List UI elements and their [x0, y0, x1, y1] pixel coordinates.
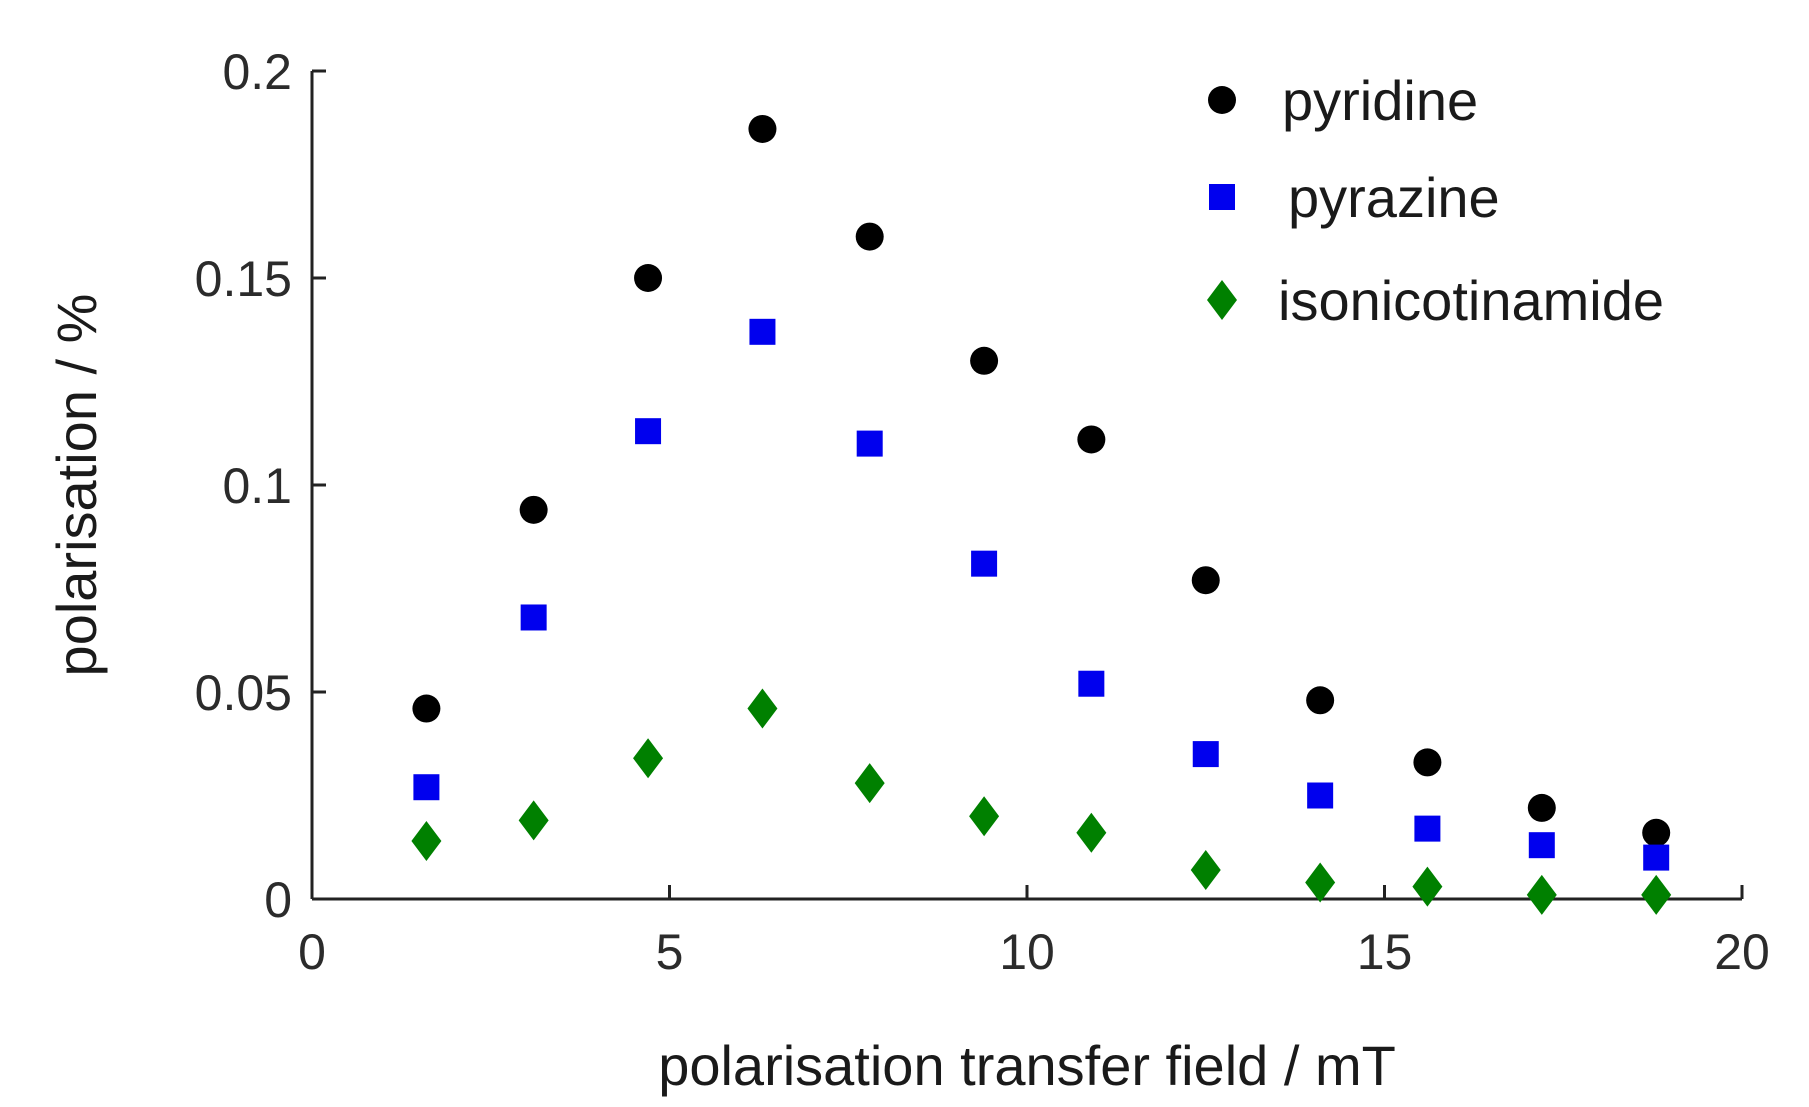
- series-pyrazine: [413, 318, 1670, 871]
- series-isonicotinamide: [411, 688, 1672, 915]
- isonicotinamide-point: [747, 688, 778, 729]
- legend-label-pyridine: pyridine: [1282, 69, 1478, 132]
- isonicotinamide-point: [1190, 850, 1221, 891]
- y-ticks: 0 0.05 0.1 0.15 0.2: [195, 44, 326, 928]
- legend: pyridine pyrazine isonicotinamide: [1207, 69, 1664, 332]
- pyrazine-point: [413, 774, 440, 801]
- series-layer: [411, 114, 1672, 915]
- axes: [310, 71, 1742, 901]
- isonicotinamide-point: [969, 796, 1000, 837]
- pyridine-point: [748, 114, 777, 143]
- pyridine-point: [1413, 748, 1442, 777]
- series-pyridine: [412, 114, 1671, 847]
- pyridine-point: [412, 694, 441, 723]
- x-axis-label: polarisation transfer field / mT: [658, 1034, 1396, 1097]
- pyridine-point: [1527, 793, 1556, 822]
- legend-marker-pyrazine: [1209, 184, 1235, 210]
- pyrazine-point: [971, 550, 998, 577]
- y-tick-label: 0.15: [195, 251, 292, 307]
- pyridine-point: [1191, 566, 1220, 595]
- pyrazine-point: [856, 430, 883, 457]
- pyridine-point: [1642, 818, 1671, 847]
- pyrazine-point: [635, 418, 662, 445]
- isonicotinamide-point: [1526, 874, 1557, 915]
- isonicotinamide-point: [518, 800, 549, 841]
- pyrazine-point: [1528, 832, 1555, 859]
- pyrazine-point: [1643, 844, 1670, 871]
- pyridine-point: [1306, 686, 1335, 715]
- pyrazine-point: [1307, 782, 1334, 809]
- isonicotinamide-point: [1412, 866, 1443, 907]
- x-tick-label: 10: [999, 924, 1055, 980]
- y-tick-label: 0.05: [195, 665, 292, 721]
- legend-marker-isonicotinamide: [1207, 280, 1237, 320]
- pyrazine-point: [749, 318, 776, 345]
- x-tick-label: 5: [656, 924, 684, 980]
- legend-marker-pyridine: [1208, 86, 1236, 114]
- pyrazine-point: [1192, 741, 1219, 768]
- pyridine-point: [634, 264, 663, 292]
- pyridine-point: [519, 495, 548, 524]
- pyrazine-point: [520, 604, 547, 631]
- pyrazine-point: [1078, 670, 1105, 697]
- y-tick-label: 0: [264, 872, 292, 928]
- isonicotinamide-point: [1641, 874, 1672, 915]
- x-tick-label: 20: [1714, 924, 1770, 980]
- pyridine-point: [970, 346, 999, 375]
- isonicotinamide-point: [1076, 812, 1107, 853]
- isonicotinamide-point: [1305, 862, 1336, 903]
- y-axis-label: polarisation / %: [45, 294, 108, 677]
- x-ticks: 0 5 10 15 20: [298, 885, 1770, 980]
- y-tick-label: 0.2: [222, 44, 292, 100]
- legend-label-isonicotinamide: isonicotinamide: [1278, 269, 1664, 332]
- pyrazine-point: [1414, 815, 1441, 842]
- pyridine-point: [855, 222, 884, 251]
- pyridine-point: [1077, 425, 1106, 454]
- x-tick-label: 15: [1357, 924, 1413, 980]
- isonicotinamide-point: [411, 821, 442, 862]
- isonicotinamide-point: [633, 738, 664, 779]
- isonicotinamide-point: [854, 763, 885, 804]
- x-tick-label: 0: [298, 924, 326, 980]
- legend-label-pyrazine: pyrazine: [1288, 166, 1500, 229]
- y-tick-label: 0.1: [222, 458, 292, 514]
